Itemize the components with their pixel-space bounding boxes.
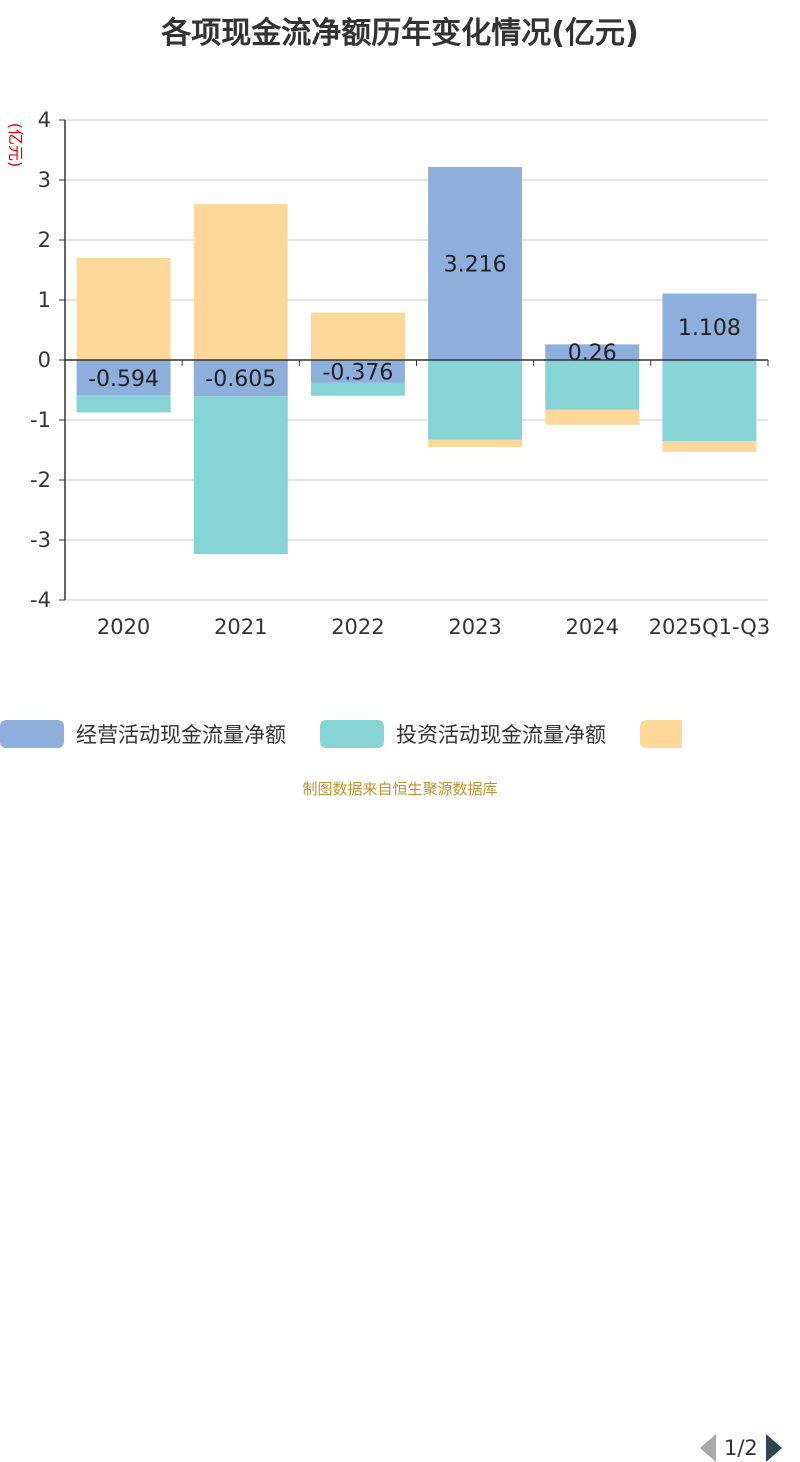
y-tick-label: -3 — [30, 528, 51, 552]
bar-operating-2025Q1-Q3[interactable] — [662, 293, 757, 360]
bar-financing-2025Q1-Q3[interactable] — [662, 441, 757, 452]
legend-swatch-investing — [320, 720, 384, 748]
data-label: -0.605 — [205, 367, 276, 392]
bar-operating-2024[interactable] — [545, 344, 640, 360]
bar-investing-2022[interactable] — [310, 382, 405, 396]
y-tick-label: 2 — [38, 228, 51, 252]
legend-pager: 1/2 — [700, 1434, 782, 1462]
legend: 经营活动现金流量净额 投资活动现金流量净额 1/2 — [0, 716, 800, 1462]
chart-title: 各项现金流净额历年变化情况(亿元) — [161, 16, 639, 51]
y-tick-label: -2 — [30, 468, 51, 492]
legend-label-operating: 经营活动现金流量净额 — [76, 723, 286, 747]
bar-investing-2025Q1-Q3[interactable] — [662, 360, 757, 441]
x-tick-label: 2022 — [331, 615, 384, 639]
bar-financing-2024[interactable] — [545, 409, 640, 425]
x-tick-label: 2023 — [448, 615, 501, 639]
data-label: 0.26 — [568, 341, 617, 366]
legend-page-indicator: 1/2 — [724, 1436, 758, 1460]
y-tick-label: 0 — [38, 348, 51, 372]
x-tick-label: 2021 — [214, 615, 267, 639]
bar-operating-2021[interactable] — [193, 360, 288, 397]
y-tick-label: 1 — [38, 288, 51, 312]
x-tick-label: 2020 — [97, 615, 150, 639]
y-tick-label: -4 — [30, 588, 51, 612]
y-tick-label: -1 — [30, 408, 51, 432]
bar-financing-2022[interactable] — [310, 312, 405, 360]
bar-investing-2023[interactable] — [428, 360, 523, 440]
bar-operating-2023[interactable] — [428, 167, 523, 360]
bar-investing-2024[interactable] — [545, 360, 640, 410]
bar-financing-2021[interactable] — [193, 204, 288, 360]
bar-operating-2022[interactable] — [310, 360, 405, 383]
bar-investing-2021[interactable] — [193, 396, 288, 555]
y-tick-label: 4 — [38, 108, 51, 132]
legend-item-operating[interactable]: 经营活动现金流量净额 — [0, 716, 286, 752]
data-source-note: 制图数据来自恒生聚源数据库 — [302, 780, 498, 798]
data-label: 1.108 — [678, 316, 741, 341]
legend-swatch-operating — [0, 720, 64, 748]
x-tick-label: 2025Q1-Q3 — [649, 615, 771, 639]
bar-financing-2023[interactable] — [428, 439, 523, 447]
data-label: 3.216 — [444, 253, 507, 278]
legend-swatch-financing — [640, 720, 682, 748]
bar-operating-2020[interactable] — [76, 360, 171, 396]
y-tick-label: 3 — [38, 168, 51, 192]
legend-label-investing: 投资活动现金流量净额 — [396, 723, 606, 747]
bar-financing-2020[interactable] — [76, 258, 171, 360]
data-label: -0.376 — [322, 360, 393, 385]
legend-item-investing[interactable]: 投资活动现金流量净额 — [320, 716, 606, 752]
y-axis-label: (亿元) — [6, 123, 25, 168]
x-tick-label: 2024 — [566, 615, 619, 639]
legend-prev-icon[interactable] — [700, 1434, 716, 1462]
data-label: -0.594 — [88, 367, 159, 392]
legend-next-icon[interactable] — [765, 1434, 782, 1462]
legend-item-financing[interactable] — [640, 716, 682, 752]
bar-investing-2020[interactable] — [76, 395, 171, 413]
bar-chart: 4 3 2 1 0 -1 -2 -3 -4 (亿元) 2020 2021 2022 2023 2024 202… — [6, 108, 771, 639]
